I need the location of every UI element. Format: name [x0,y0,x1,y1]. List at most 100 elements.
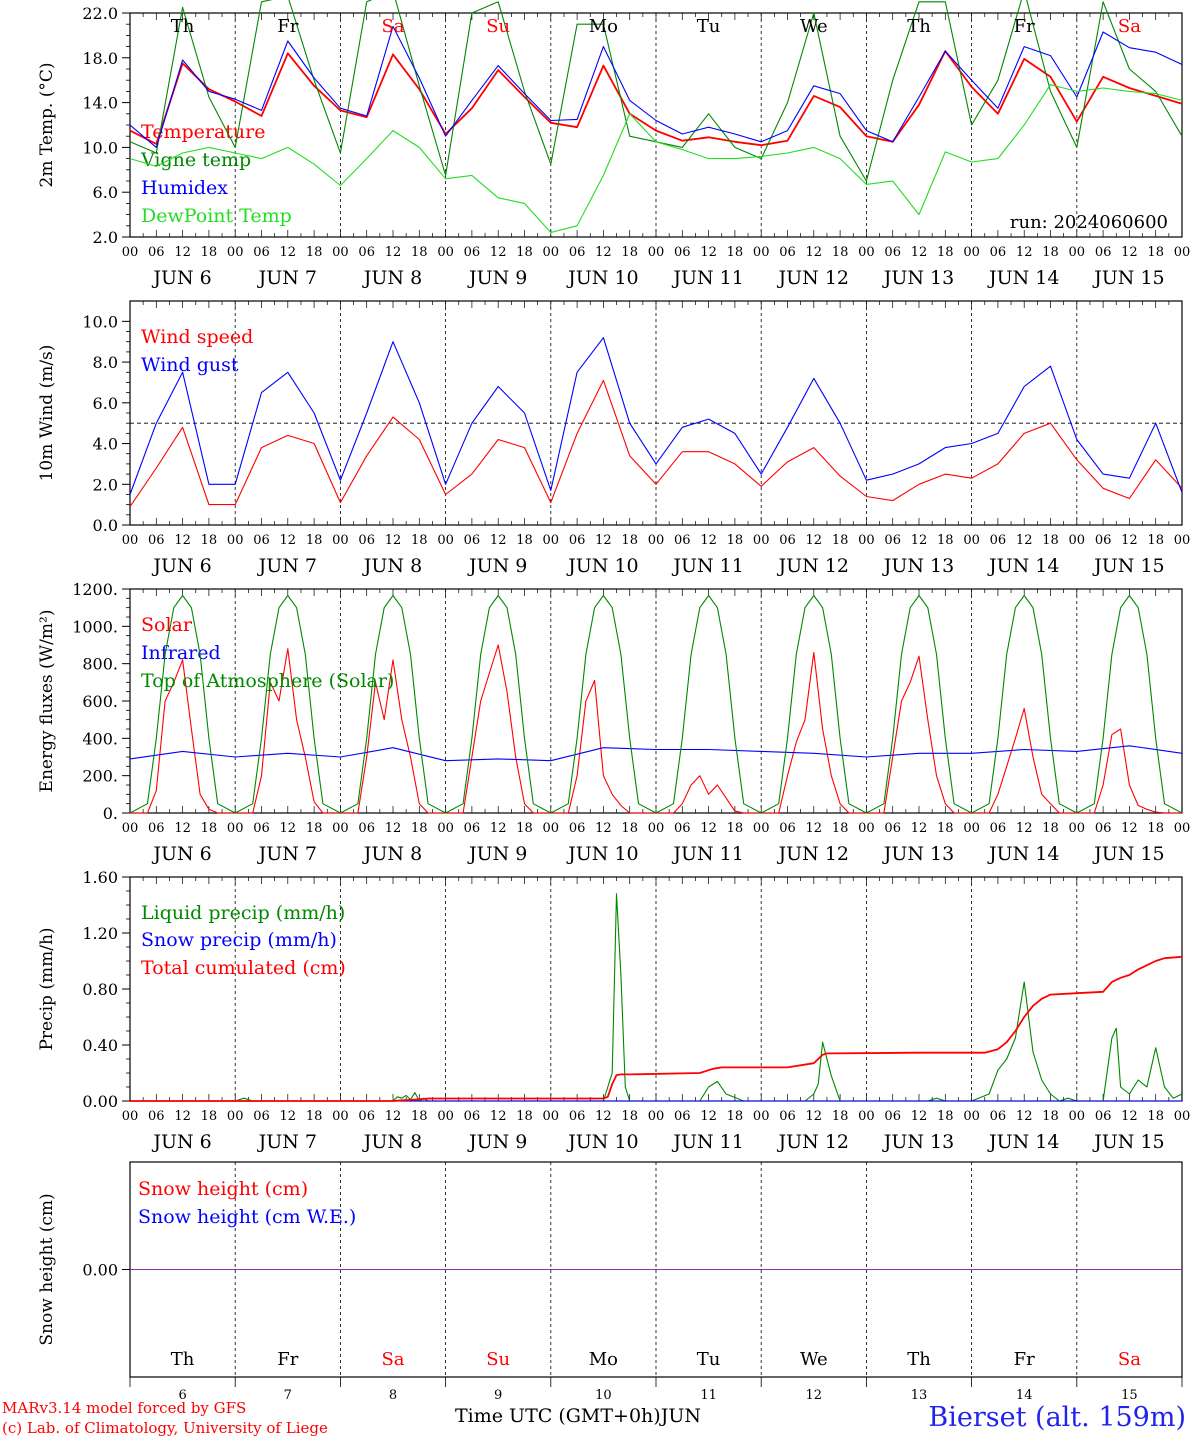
data-point [1032,1005,1033,1006]
data-point [182,595,183,596]
hour-tick-label: 06 [779,533,796,548]
day-name: Su [486,1349,510,1370]
data-point [577,372,578,373]
y-tick-label: 1.60 [82,868,118,887]
data-point [936,654,937,655]
hour-tick-label: 06 [779,821,796,836]
data-point [278,700,279,701]
data-point [129,506,130,507]
hour-tick-label: 00 [543,1109,560,1124]
data-point [261,115,262,116]
data-point [848,803,849,804]
data-point [616,893,617,894]
day-number: 10 [595,1388,612,1403]
data-point [708,595,709,596]
data-point [428,1098,429,1099]
data-point [971,124,972,125]
data-point [761,158,762,159]
data-point [813,652,814,653]
data-point [708,1086,709,1087]
data-point [445,812,446,813]
data-point [708,794,709,795]
data-point [147,812,148,813]
hour-tick-label: 18 [1042,245,1059,260]
data-point [1181,1093,1182,1094]
data-point [182,427,183,428]
data-point [340,110,341,111]
data-point [208,91,209,92]
data-point [1155,423,1156,424]
data-point [235,504,236,505]
data-point [1103,991,1104,992]
data-point [568,812,569,813]
data-point [419,85,420,86]
data-point [1181,488,1182,489]
data-point [445,178,446,179]
data-point [734,738,735,739]
data-point [682,133,683,134]
data-point [261,110,262,111]
data-point [918,463,919,464]
hour-tick-label: 18 [516,821,533,836]
legend-entry: Wind gust [141,354,239,376]
series-line [129,50,1183,147]
series-line [129,337,1183,495]
data-point [471,756,472,757]
data-point [1155,812,1156,813]
hour-tick-label: 18 [516,245,533,260]
data-point [1041,794,1042,795]
data-point [406,1095,407,1096]
data-point [340,152,341,153]
data-point [1041,998,1042,999]
hour-tick-label: 18 [1147,533,1164,548]
data-point [252,812,253,813]
data-point [708,749,709,750]
data-point [901,700,902,701]
data-point [480,700,481,701]
legend-entry: DewPoint Temp [141,205,292,227]
data-point [910,682,911,683]
chart-panel-3: 0. 200. 400. 600. 800. 1000. 1200. Energy fluxe… [37,580,1190,865]
data-point [1129,478,1130,479]
data-point [840,476,841,477]
date-label: JUN 15 [1092,1131,1164,1153]
data-point [1076,121,1077,122]
data-point [419,738,420,739]
data-point [1006,1058,1007,1059]
data-point [287,40,288,41]
model-credit: MARv3.14 model forced by GFS [2,1399,247,1417]
data-point [340,756,341,757]
data-point [1059,803,1060,804]
data-point [971,443,972,444]
data-point [524,91,525,92]
date-label: JUN 7 [257,555,317,577]
hour-tick-label: 06 [464,245,481,260]
data-point [804,607,805,608]
data-point [129,812,130,813]
hour-tick-label: 12 [1016,245,1033,260]
hour-tick-label: 12 [595,533,612,548]
date-label: JUN 6 [151,555,211,577]
hour-tick-label: 00 [858,533,875,548]
data-point [471,738,472,739]
hour-tick-label: 06 [569,533,586,548]
data-point [818,1058,819,1059]
data-point [761,156,762,157]
data-point [471,175,472,176]
hour-tick-label: 00 [963,245,980,260]
data-point [287,648,288,649]
data-point [1024,46,1025,47]
hour-tick-label: 18 [937,533,954,548]
series-line [129,745,1183,762]
day-name: Su [486,16,510,37]
data-point [208,96,209,97]
hour-tick-label: 00 [122,1109,139,1124]
hour-tick-label: 12 [490,821,507,836]
data-point [156,738,157,739]
legend-entry: Solar [141,614,193,636]
hour-tick-label: 00 [543,245,560,260]
date-label: JUN 7 [257,1131,317,1153]
data-point [840,158,841,159]
day-name: Tu [697,1349,721,1370]
data-point [314,85,315,86]
